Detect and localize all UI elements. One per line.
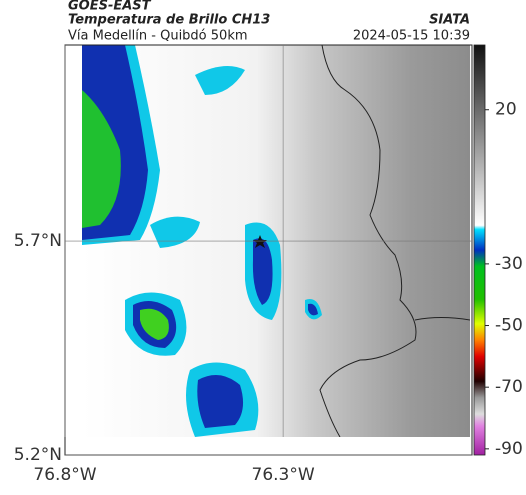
colorbar-tick-label: -50 [495, 316, 523, 336]
station-marker [253, 235, 267, 248]
colorbar-tick-label: -90 [495, 439, 523, 459]
x-tick-label: 76.8°W [33, 465, 96, 485]
description: Vía Medellín - Quibdó 50km [68, 29, 248, 44]
colorbar [473, 44, 486, 456]
subtitle: Temperatura de Brillo CH13 [68, 13, 270, 28]
colorbar-tick-label: -30 [495, 254, 523, 274]
colorbar-tick-label: 20 [495, 100, 517, 120]
datetime: 2024-05-15 10:39 [353, 29, 470, 44]
x-tick-label: 76.3°W [252, 465, 315, 485]
y-tick-label: 5.2°N [14, 445, 62, 465]
title: GOES-EAST [68, 0, 152, 14]
colorbar-tick-label: -70 [495, 377, 523, 397]
y-tick-label: 5.7°N [14, 231, 62, 251]
source: SIATA [429, 13, 470, 28]
